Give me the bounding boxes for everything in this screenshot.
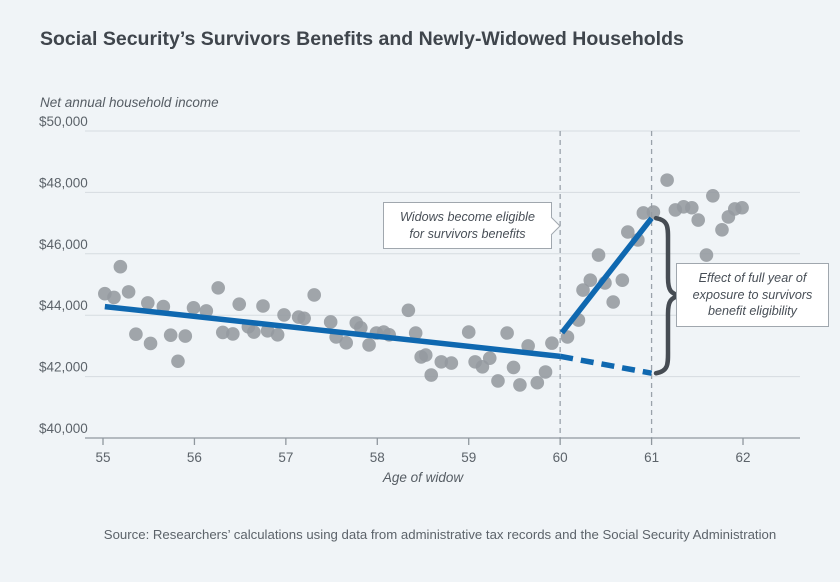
svg-text:$40,000: $40,000 [39, 421, 88, 436]
effect-callout-line3: benefit eligibility [708, 304, 797, 319]
svg-text:55: 55 [95, 450, 110, 465]
svg-text:$44,000: $44,000 [39, 298, 88, 313]
y-axis-title: Net annual household income [40, 95, 219, 110]
eligibility-callout: Widows become eligible for survivors ben… [383, 202, 561, 250]
effect-callout-line1: Effect of full year of [698, 271, 807, 285]
x-axis-title: Age of widow [382, 470, 464, 485]
eligibility-callout-line1: Widows become eligible [400, 210, 535, 224]
svg-text:$50,000: $50,000 [39, 114, 88, 129]
eligibility-callout-line2: for survivors benefits [409, 226, 526, 241]
svg-text:$48,000: $48,000 [39, 175, 88, 190]
svg-text:57: 57 [278, 450, 293, 465]
trend-lines [104, 216, 654, 376]
svg-text:$42,000: $42,000 [39, 360, 88, 375]
svg-text:56: 56 [187, 450, 202, 465]
svg-text:62: 62 [735, 450, 750, 465]
effect-callout-line2: exposure to survivors [692, 287, 813, 302]
svg-text:59: 59 [461, 450, 476, 465]
svg-text:60: 60 [553, 450, 568, 465]
reference-dashed-lines [559, 131, 653, 438]
axis-ticks-and-labels: $50,000 $48,000 $46,000 $44,000 $42,000 $40,0… [39, 114, 751, 465]
effect-callout: Effect of full year of exposure to survi… [676, 263, 829, 327]
svg-text:$46,000: $46,000 [39, 237, 88, 252]
svg-text:61: 61 [644, 450, 659, 465]
chart-title: Social Security’s Survivors Benefits and… [40, 28, 684, 50]
svg-text:58: 58 [370, 450, 385, 465]
source-note: Source: Researchers’ calculations using … [103, 527, 777, 542]
